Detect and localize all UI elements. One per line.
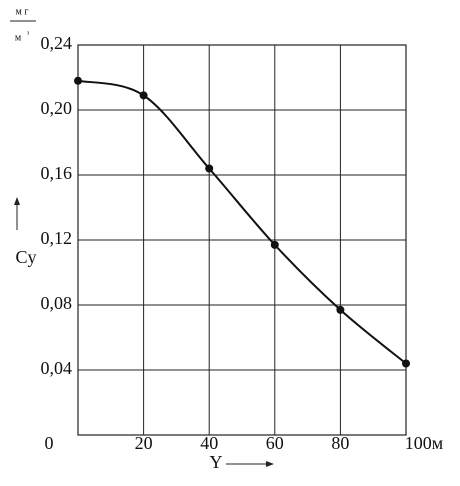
point (402, 359, 410, 368)
point (336, 305, 345, 314)
y-axis-label: Cy (15, 247, 36, 267)
y-unit-numerator: м г (16, 6, 29, 17)
x-tick-label: 80 (331, 433, 349, 453)
point (270, 240, 279, 249)
y-tick-label: 0,16 (41, 163, 73, 183)
x-tick-label: 60 (266, 433, 284, 453)
point (205, 164, 214, 173)
point (139, 91, 148, 100)
y-tick-label: 0,12 (41, 228, 73, 248)
line (77, 79, 407, 365)
x-axis-label: Y (210, 452, 223, 472)
y-arrow-head (14, 197, 20, 205)
x-tick-label: 40 (200, 433, 218, 453)
y-tick-label: 0,24 (41, 33, 73, 53)
x-tick-label: 20 (135, 433, 153, 453)
y-tick-label: 0,04 (41, 358, 73, 378)
x-tick-label: 100м (405, 433, 443, 453)
y-unit-exponent: з (27, 30, 30, 36)
x-arrow-head (266, 461, 274, 467)
y-tick-label: 0,08 (41, 293, 73, 313)
point (74, 76, 82, 85)
y-unit-denominator: м (15, 32, 22, 43)
x-tick-label: 0 (45, 433, 54, 453)
y-tick-label: 0,20 (41, 98, 73, 118)
